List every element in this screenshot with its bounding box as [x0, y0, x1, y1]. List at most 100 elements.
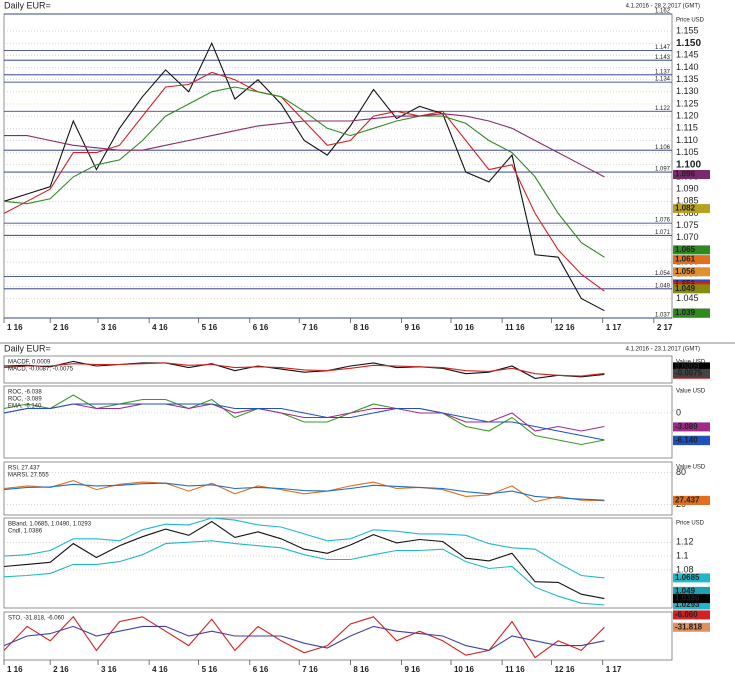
value-box	[673, 495, 710, 505]
x-tick-label: 9 16	[405, 323, 421, 332]
plot-frame	[3, 385, 673, 459]
series-line	[3, 403, 605, 432]
plot-frame	[3, 355, 673, 384]
series-line	[3, 41, 605, 312]
y-tick-label: 1.1	[676, 550, 689, 560]
series-line	[3, 482, 605, 501]
value-box-label: 0.0009	[675, 362, 700, 371]
x-tick-label: 12 16	[555, 323, 576, 332]
value-box-label: 1.061	[675, 255, 696, 264]
y-tick-label: 1.120	[676, 111, 699, 121]
x-tick-label: 1 16	[7, 665, 23, 674]
legend-entry: MARSI, 27.555	[8, 473, 49, 479]
y-tick-label: 1.155	[676, 25, 699, 35]
x-tick-label: 5 16	[202, 323, 218, 332]
level-label: 1.137	[655, 69, 671, 75]
value-box	[673, 586, 710, 596]
level-label: 1.097	[655, 167, 671, 173]
value-box	[673, 245, 710, 255]
x-tick-label: 3 16	[101, 665, 117, 674]
value-box-label: 1.082	[675, 204, 696, 213]
value-box	[673, 170, 710, 180]
level-label: 1.122	[655, 106, 671, 112]
legend-entry: RSI, 27.437	[8, 466, 40, 472]
x-tick-label: 10 16	[454, 665, 475, 674]
level-label: 1.076	[655, 218, 671, 224]
value-box-label: 1.056	[675, 267, 696, 276]
x-tick-label: 4 16	[152, 323, 168, 332]
x-tick-label: 7 16	[302, 665, 318, 674]
value-box	[673, 204, 710, 214]
x-tick-label: 1 17	[606, 665, 622, 674]
x-tick-label: 7 16	[302, 323, 318, 332]
series-line	[3, 625, 605, 651]
y-tick-label: 1.08	[676, 564, 694, 574]
y-tick-label: 1.145	[676, 50, 699, 60]
y-tick-label: 1.150	[676, 38, 701, 49]
y-tick-label: 0	[676, 407, 681, 417]
y-tick-label: 1.135	[676, 74, 699, 84]
y-tick-label: 1.125	[676, 98, 699, 108]
series-line	[3, 540, 605, 606]
level-label: 1.037	[655, 313, 671, 319]
y-tick-label: 1.140	[676, 62, 699, 72]
series-line	[4, 113, 605, 178]
value-box-label: 1.065	[675, 245, 696, 254]
series-line	[3, 615, 605, 659]
value-box	[673, 267, 710, 277]
value-box-label: -31.818	[675, 622, 703, 631]
y-tick-label: 1.110	[676, 135, 698, 145]
panel-subtitle: 4.1.2016 - 28.2.2017 (GMT)	[626, 4, 700, 10]
x-tick-label: 11 16	[505, 665, 525, 674]
y-tick-label: 1.090	[676, 183, 699, 193]
x-tick-label: 9 16	[405, 665, 421, 674]
level-label: 1.143	[655, 55, 671, 61]
x-tick-label: 6 16	[253, 323, 269, 332]
series-line	[3, 517, 605, 579]
value-box	[673, 308, 710, 318]
x-tick-label: 2 17	[657, 323, 673, 332]
value-box-label: 1.049	[675, 284, 696, 293]
y-tick-label: 1.100	[676, 159, 701, 170]
y-axis-label: Price USD	[676, 521, 705, 527]
value-box-label: -0.0075	[675, 368, 703, 377]
legend-entry: Cndl, 1.0386	[8, 529, 43, 535]
value-box	[673, 622, 710, 632]
plot-frame	[3, 517, 673, 609]
y-tick-label: 1.070	[676, 232, 699, 242]
y-tick-label: 1.115	[676, 123, 698, 133]
y-tick-label: 1.075	[676, 220, 699, 230]
level-label: 1.054	[655, 271, 671, 277]
value-box-label: 27.437	[675, 496, 700, 505]
series-line	[3, 520, 605, 600]
panel-subtitle: 4.1.2016 - 23.1.2017 (GMT)	[626, 347, 700, 353]
x-tick-label: 12 16	[555, 665, 576, 674]
series-line	[3, 480, 605, 503]
y-axis-label: Value USD	[676, 389, 706, 395]
x-tick-label: 1 16	[7, 323, 23, 332]
value-box	[673, 436, 710, 446]
legend-entry: MACD, -0.0087, -0.0075	[8, 367, 74, 373]
value-box-label: 1.039	[675, 308, 696, 317]
value-box	[673, 594, 710, 604]
level-label: 1.134	[655, 77, 671, 83]
legend-entry: BBand, 1.0685, 1.0490, 1.0293	[8, 522, 92, 528]
plot-frame	[3, 611, 673, 661]
y-axis-label: Value USD	[676, 465, 706, 471]
panel-title: Daily EUR=	[4, 343, 51, 353]
x-tick-label: 5 16	[202, 665, 218, 674]
value-box	[673, 362, 710, 372]
value-box-label: -6.140	[675, 436, 698, 445]
legend-entry: ROC, -3.089	[8, 397, 42, 403]
series-line	[3, 360, 605, 379]
x-tick-label: 8 16	[353, 323, 369, 332]
y-tick-label: 80	[676, 467, 686, 477]
value-box-label: -3.089	[675, 422, 698, 431]
value-box	[673, 255, 710, 265]
value-box-label: 1.0293	[675, 600, 700, 609]
value-box	[673, 422, 710, 432]
x-tick-label: 2 16	[53, 323, 69, 332]
value-box	[673, 284, 710, 294]
